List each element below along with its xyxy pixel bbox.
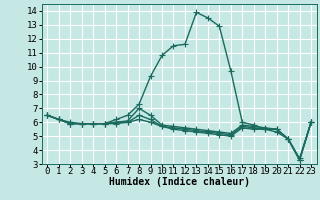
X-axis label: Humidex (Indice chaleur): Humidex (Indice chaleur): [109, 177, 250, 187]
